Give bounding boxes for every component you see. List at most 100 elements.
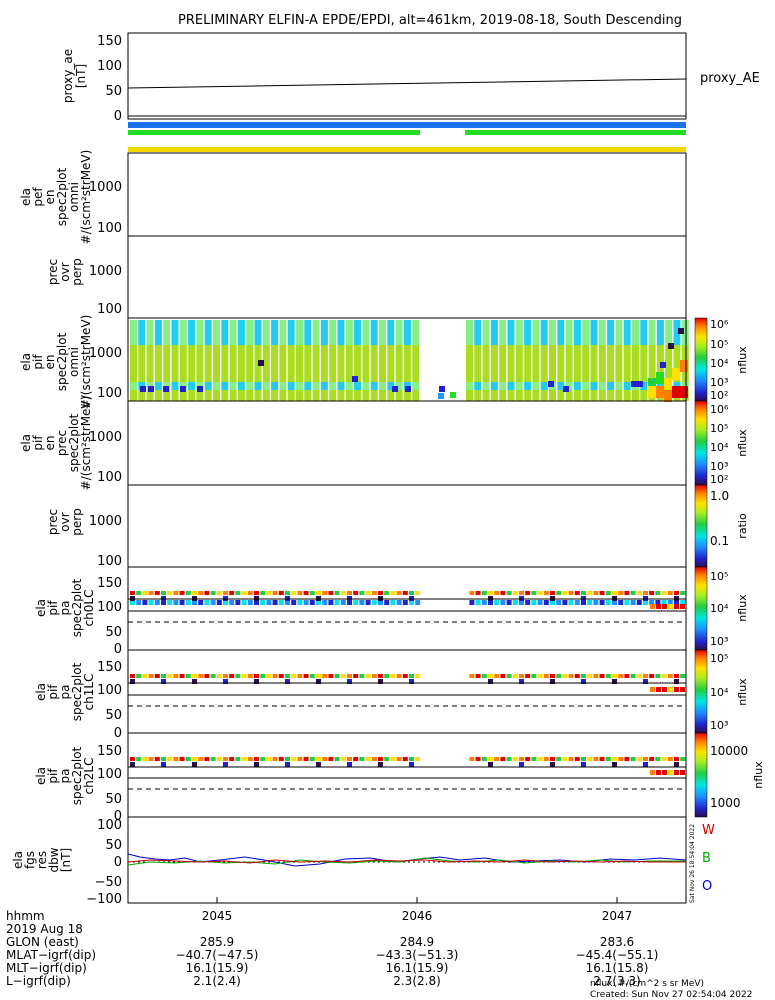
heatmap-cell <box>632 345 639 351</box>
heatmap-cell <box>537 674 543 678</box>
proxy-ae-panel: 150 100 50 0 proxy_ae [nT] proxy_AE <box>61 32 760 124</box>
heatmap-cell <box>303 591 309 595</box>
heatmap-cell <box>662 770 667 775</box>
elapif-omni-panel: 1000 100 ela pif en spec2plot omni #/(sc… <box>19 315 689 409</box>
heatmap-cell <box>466 351 473 365</box>
heatmap-cell <box>198 674 204 678</box>
heatmap-cell <box>337 345 345 351</box>
colorbar-tick: 10⁵ <box>710 570 728 583</box>
heatmap-cell <box>607 390 615 401</box>
heatmap-cell <box>223 757 228 761</box>
heatmap-cell <box>494 591 500 595</box>
heatmap-cell <box>320 365 328 375</box>
heatmap-cell <box>488 762 493 767</box>
heatmap-cell <box>656 687 661 692</box>
heatmap-cell <box>229 382 237 390</box>
heatmap-cell <box>254 330 262 345</box>
heatmap-cell <box>548 381 554 387</box>
y-axis-unit: #/(scm²strMeV) <box>79 396 93 491</box>
heatmap-cell <box>674 591 679 595</box>
heatmap-cell <box>556 591 562 595</box>
colorbar-tick: 0.1 <box>710 534 729 548</box>
colorbar-tick: 10⁵ <box>710 652 728 665</box>
colorbar-ch0 <box>694 566 708 651</box>
heatmap-cell <box>525 591 531 595</box>
heatmap-cell <box>247 591 253 595</box>
ytick-label: 100 <box>97 683 122 698</box>
heatmap-cell <box>179 345 187 351</box>
heatmap-cell <box>337 390 345 401</box>
heatmap-cell <box>565 320 573 330</box>
panel-frame <box>127 235 687 319</box>
heatmap-cell <box>618 600 624 605</box>
heatmap-cell <box>532 365 540 375</box>
heatmap-cell <box>154 600 160 605</box>
heatmap-cell <box>582 330 590 345</box>
heatmap-cell <box>656 770 661 775</box>
heatmap-cell <box>678 328 684 334</box>
heatmap-cell <box>229 351 237 365</box>
colorbars: 10⁶ 10⁵ 10⁴ 10³ 10² nflux 10⁶ 10⁵ 10⁴ 10… <box>694 317 765 818</box>
heatmap-cell <box>661 674 667 678</box>
heatmap-cell <box>562 674 568 678</box>
heatmap-cell <box>370 375 378 382</box>
heatmap-cell <box>210 757 216 761</box>
heatmap-cell <box>668 343 674 349</box>
heatmap-cell <box>154 757 160 761</box>
heatmap-cell <box>590 365 598 375</box>
heatmap-cell <box>316 674 321 678</box>
heatmap-cell <box>524 320 532 330</box>
heatmap-cell <box>262 382 270 390</box>
heatmap-cell <box>643 600 648 605</box>
heatmap-cell <box>179 375 187 382</box>
heatmap-cell <box>347 757 352 761</box>
heatmap-cell <box>395 382 403 390</box>
heatmap-cell <box>345 382 353 390</box>
heatmap-cell <box>549 345 556 351</box>
heatmap-cell <box>260 591 266 595</box>
heatmap-cell <box>197 386 203 392</box>
heatmap-cell <box>543 674 549 678</box>
y-axis-label: pif <box>46 600 60 616</box>
heatmap-cell <box>370 390 378 401</box>
heatmap-cell <box>403 375 411 382</box>
heatmap-cell <box>359 674 365 678</box>
heatmap-cell <box>266 600 272 605</box>
heatmap-cell <box>370 365 378 375</box>
heatmap-cell <box>474 365 482 375</box>
ytick-label: 0 <box>114 855 122 870</box>
heatmap-cell <box>229 757 235 761</box>
heatmap-cell <box>154 345 162 351</box>
y-axis-label: spec2plot <box>70 746 84 805</box>
heatmap-cell <box>636 674 642 678</box>
heatmap-cell <box>524 330 532 345</box>
heatmap-cell <box>573 390 581 401</box>
heatmap-cell <box>322 674 328 678</box>
colorbar-tick: 10⁴ <box>710 602 729 615</box>
heatmap-cell <box>640 320 648 330</box>
heatmap-cell <box>532 345 540 351</box>
heatmap-cell <box>640 375 648 382</box>
heatmap-cell <box>353 591 359 595</box>
heatmap-cell <box>266 757 272 761</box>
heatmap-cell <box>213 365 220 375</box>
heatmap-cell <box>130 679 135 684</box>
heatmap-cell <box>396 674 402 678</box>
y-axis-label: prec <box>46 259 60 285</box>
y-axis-label: spec2plot <box>55 332 69 391</box>
heatmap-cell <box>650 687 655 692</box>
heatmap-cell <box>557 382 565 390</box>
heatmap-cell <box>354 365 362 375</box>
heatmap-cell <box>557 330 565 345</box>
heatmap-cell <box>188 351 196 365</box>
heatmap-cell <box>179 320 187 330</box>
heatmap-cell <box>556 757 562 761</box>
heatmap-cell <box>229 674 235 678</box>
heatmap-cell <box>482 375 490 382</box>
heatmap-cell <box>568 600 574 605</box>
heatmap-cell <box>192 757 197 761</box>
heatmap-cell <box>223 591 228 595</box>
heatmap-cell <box>130 320 137 330</box>
heatmap-cell <box>590 382 598 390</box>
heatmap-cell <box>640 365 648 375</box>
